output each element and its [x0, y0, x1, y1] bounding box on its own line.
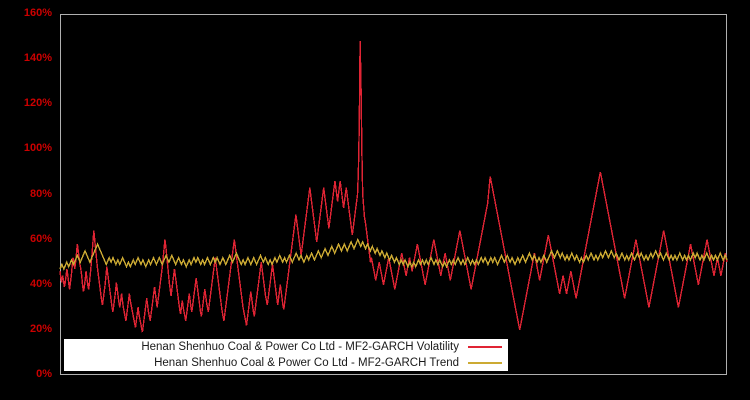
series-line-trend [59, 237, 728, 271]
series-layer [59, 41, 728, 333]
plot-area-border [60, 14, 727, 375]
y-tick-label: 60% [29, 232, 52, 245]
y-tick-label: 40% [29, 277, 52, 290]
legend-label-trend: Henan Shenhuo Coal & Power Co Ltd - MF2-… [154, 357, 459, 369]
y-tick-label: 140% [23, 52, 52, 65]
y-tick-label: 80% [29, 187, 52, 200]
y-tick-label: 20% [29, 322, 52, 335]
y-tick-label: 0% [36, 368, 52, 380]
legend-swatch-trend [468, 362, 502, 364]
legend[interactable]: Henan Shenhuo Coal & Power Co Ltd - MF2-… [64, 339, 508, 371]
y-tick-label: 160% [23, 7, 52, 19]
legend-label-volatility: Henan Shenhuo Coal & Power Co Ltd - MF2-… [141, 341, 459, 353]
y-tick-label: 120% [23, 97, 52, 110]
legend-entry-volatility[interactable]: Henan Shenhuo Coal & Power Co Ltd - MF2-… [64, 339, 508, 355]
legend-swatch-volatility [468, 346, 502, 348]
legend-entry-trend[interactable]: Henan Shenhuo Coal & Power Co Ltd - MF2-… [64, 355, 508, 371]
y-tick-label: 100% [23, 142, 52, 155]
